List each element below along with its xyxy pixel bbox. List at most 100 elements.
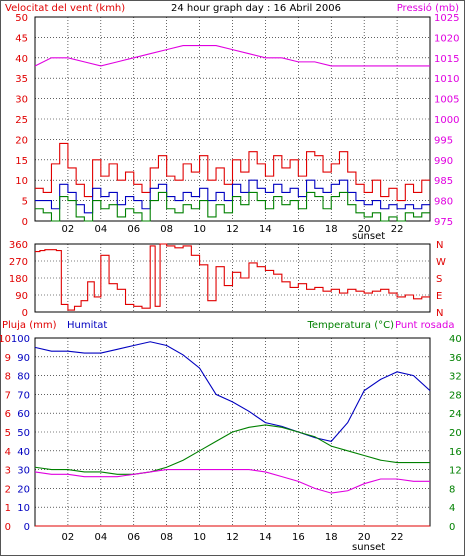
humidity-axis: 0 10 20 30 40 50 60 70 80 90 100 (11, 334, 30, 533)
temperature-tick: 28 (449, 390, 462, 401)
rain-title: Pluja (mm) (2, 320, 57, 331)
pressure-tick: 1010 (434, 74, 459, 85)
pressure-axis: 975 980 985 990 995 1000 1005 1010 1015 1020 1025 (434, 13, 459, 228)
hour-tick-label: 08 (160, 224, 173, 235)
wind-min-line (35, 191, 430, 222)
humidity-tick: 30 (17, 466, 30, 477)
direction-degree-tick: 90 (15, 291, 28, 302)
wind-center-title: 24 hour graph day : 16 Abril 2006 (171, 3, 341, 14)
humidity-tick: 0 (24, 522, 30, 533)
direction-degree-tick: 360 (9, 240, 28, 251)
humidity-tick: 70 (17, 390, 30, 401)
direction-compass-tick: S (436, 274, 442, 285)
rain-tick: 6 (5, 409, 11, 420)
temperature-tick: 32 (449, 372, 462, 383)
hour-tick-label: 02 (62, 224, 75, 235)
wind-speed-tick: 10 (15, 176, 28, 187)
pressure-tick: 1005 (434, 95, 459, 106)
wind-speed-tick: 5 (22, 197, 28, 208)
direction-compass-tick: N (436, 240, 443, 251)
wind-speed-tick: 0 (22, 217, 28, 228)
wind-speed-tick: 15 (15, 156, 28, 167)
series-right-line (34, 469, 430, 494)
dew-point-title: Punt rosada (395, 320, 454, 331)
direction-degree-axis: 0 90 180 270 360 (9, 240, 28, 319)
hour-tick-label: 10 (193, 532, 206, 543)
humidity-tick: 60 (17, 409, 30, 420)
hour-tick-label: 12 (226, 224, 239, 235)
rain-tick: 8 (5, 372, 11, 383)
hour-tick-label: 08 (160, 532, 173, 543)
wind-speed-tick: 20 (15, 135, 28, 146)
direction-compass-tick: E (436, 291, 442, 302)
wind-speed-axis: 0 5 10 15 20 25 30 35 40 45 50 (15, 13, 28, 228)
series-right-line (34, 424, 430, 475)
temperature-tick: 4 (449, 503, 455, 514)
climate-panel: Pluja (mm) Humitat Temperatura (°C) Punt… (0, 320, 462, 553)
hour-tick-label: 20 (358, 532, 371, 543)
temperature-axis: 0 4 8 12 16 20 24 28 32 36 40 (449, 334, 462, 533)
pressure-tick: 975 (434, 217, 453, 228)
wind-pressure-panel: Velocitat del vent (kmh) 24 hour graph d… (5, 2, 459, 242)
wind-panel-grid (35, 17, 430, 221)
direction-degree-tick: 0 (22, 308, 28, 319)
direction-degree-tick: 270 (9, 257, 28, 268)
rain-tick: 0 (5, 522, 11, 533)
humidity-tick: 100 (11, 334, 30, 345)
pressure-tick: 990 (434, 156, 453, 167)
humidity-tick: 10 (17, 503, 30, 514)
hour-tick-label: 18 (325, 224, 338, 235)
hour-tick-label: 22 (391, 224, 404, 235)
pressure-tick: 1020 (434, 33, 459, 44)
wind-panel-box (34, 16, 431, 222)
hour-tick-label: 16 (292, 224, 305, 235)
pressure-tick: 1015 (434, 54, 459, 65)
temperature-tick: 20 (449, 428, 462, 439)
temperature-tick: 36 (449, 353, 462, 364)
humidity-tick: 20 (17, 484, 30, 495)
temperature-tick: 40 (449, 334, 462, 345)
hour-tick-label: 02 (62, 532, 75, 543)
humidity-title: Humitat (67, 320, 107, 331)
climate-sunset-label: sunset (352, 542, 385, 553)
series-humidity-line (34, 341, 431, 443)
rain-axis: 0 1 2 3 4 5 6 7 8 9 10 (0, 334, 11, 533)
wind-speed-tick: 35 (15, 74, 28, 85)
rain-tick: 1 (5, 503, 11, 514)
pressure-tick: 985 (434, 176, 453, 187)
temperature-tick: 8 (449, 484, 455, 495)
hour-tick-label: 04 (94, 532, 107, 543)
wind-gust-line (35, 142, 430, 202)
wind-left-title: Velocitat del vent (kmh) (5, 3, 125, 14)
hour-tick-label: 18 (325, 532, 338, 543)
rain-tick: 4 (5, 447, 11, 458)
humidity-tick: 50 (17, 428, 30, 439)
rain-tick: 7 (5, 390, 11, 401)
wind-speed-tick: 30 (15, 95, 28, 106)
hour-tick-label: 04 (94, 224, 107, 235)
hour-tick-label: 14 (259, 532, 272, 543)
hour-tick-label: 22 (391, 532, 404, 543)
rain-tick: 9 (5, 353, 11, 364)
wind-speed-tick: 40 (15, 54, 28, 65)
rain-tick: 3 (5, 466, 11, 477)
wind-direction-line (35, 243, 430, 311)
pressure-tick: 995 (434, 135, 453, 146)
humidity-tick: 80 (17, 372, 30, 383)
humidity-tick: 90 (17, 353, 30, 364)
humidity-tick: 40 (17, 447, 30, 458)
hour-tick-label: 06 (127, 224, 140, 235)
wind-series (34, 45, 430, 222)
direction-compass-tick: N (436, 308, 443, 319)
climate-hour-ticks: 02 04 06 08 10 12 14 16 18 20 22 (62, 532, 404, 543)
temperature-tick: 16 (449, 447, 462, 458)
wind-speed-tick: 25 (15, 115, 28, 126)
pressure-tick: 980 (434, 197, 453, 208)
temperature-title: Temperatura (°C) (306, 320, 394, 331)
rain-tick: 2 (5, 484, 11, 495)
rain-tick: 10 (0, 334, 11, 345)
direction-panel-box (34, 243, 431, 313)
